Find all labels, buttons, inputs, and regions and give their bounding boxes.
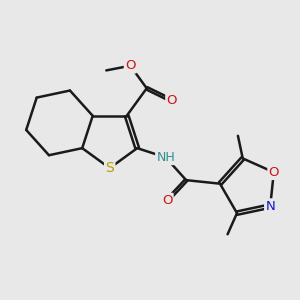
Text: O: O <box>162 194 172 207</box>
Text: NH: NH <box>156 151 175 164</box>
Text: O: O <box>167 94 177 107</box>
Text: N: N <box>266 200 275 213</box>
Text: O: O <box>125 59 136 72</box>
Text: S: S <box>105 161 114 175</box>
Text: O: O <box>268 166 279 179</box>
